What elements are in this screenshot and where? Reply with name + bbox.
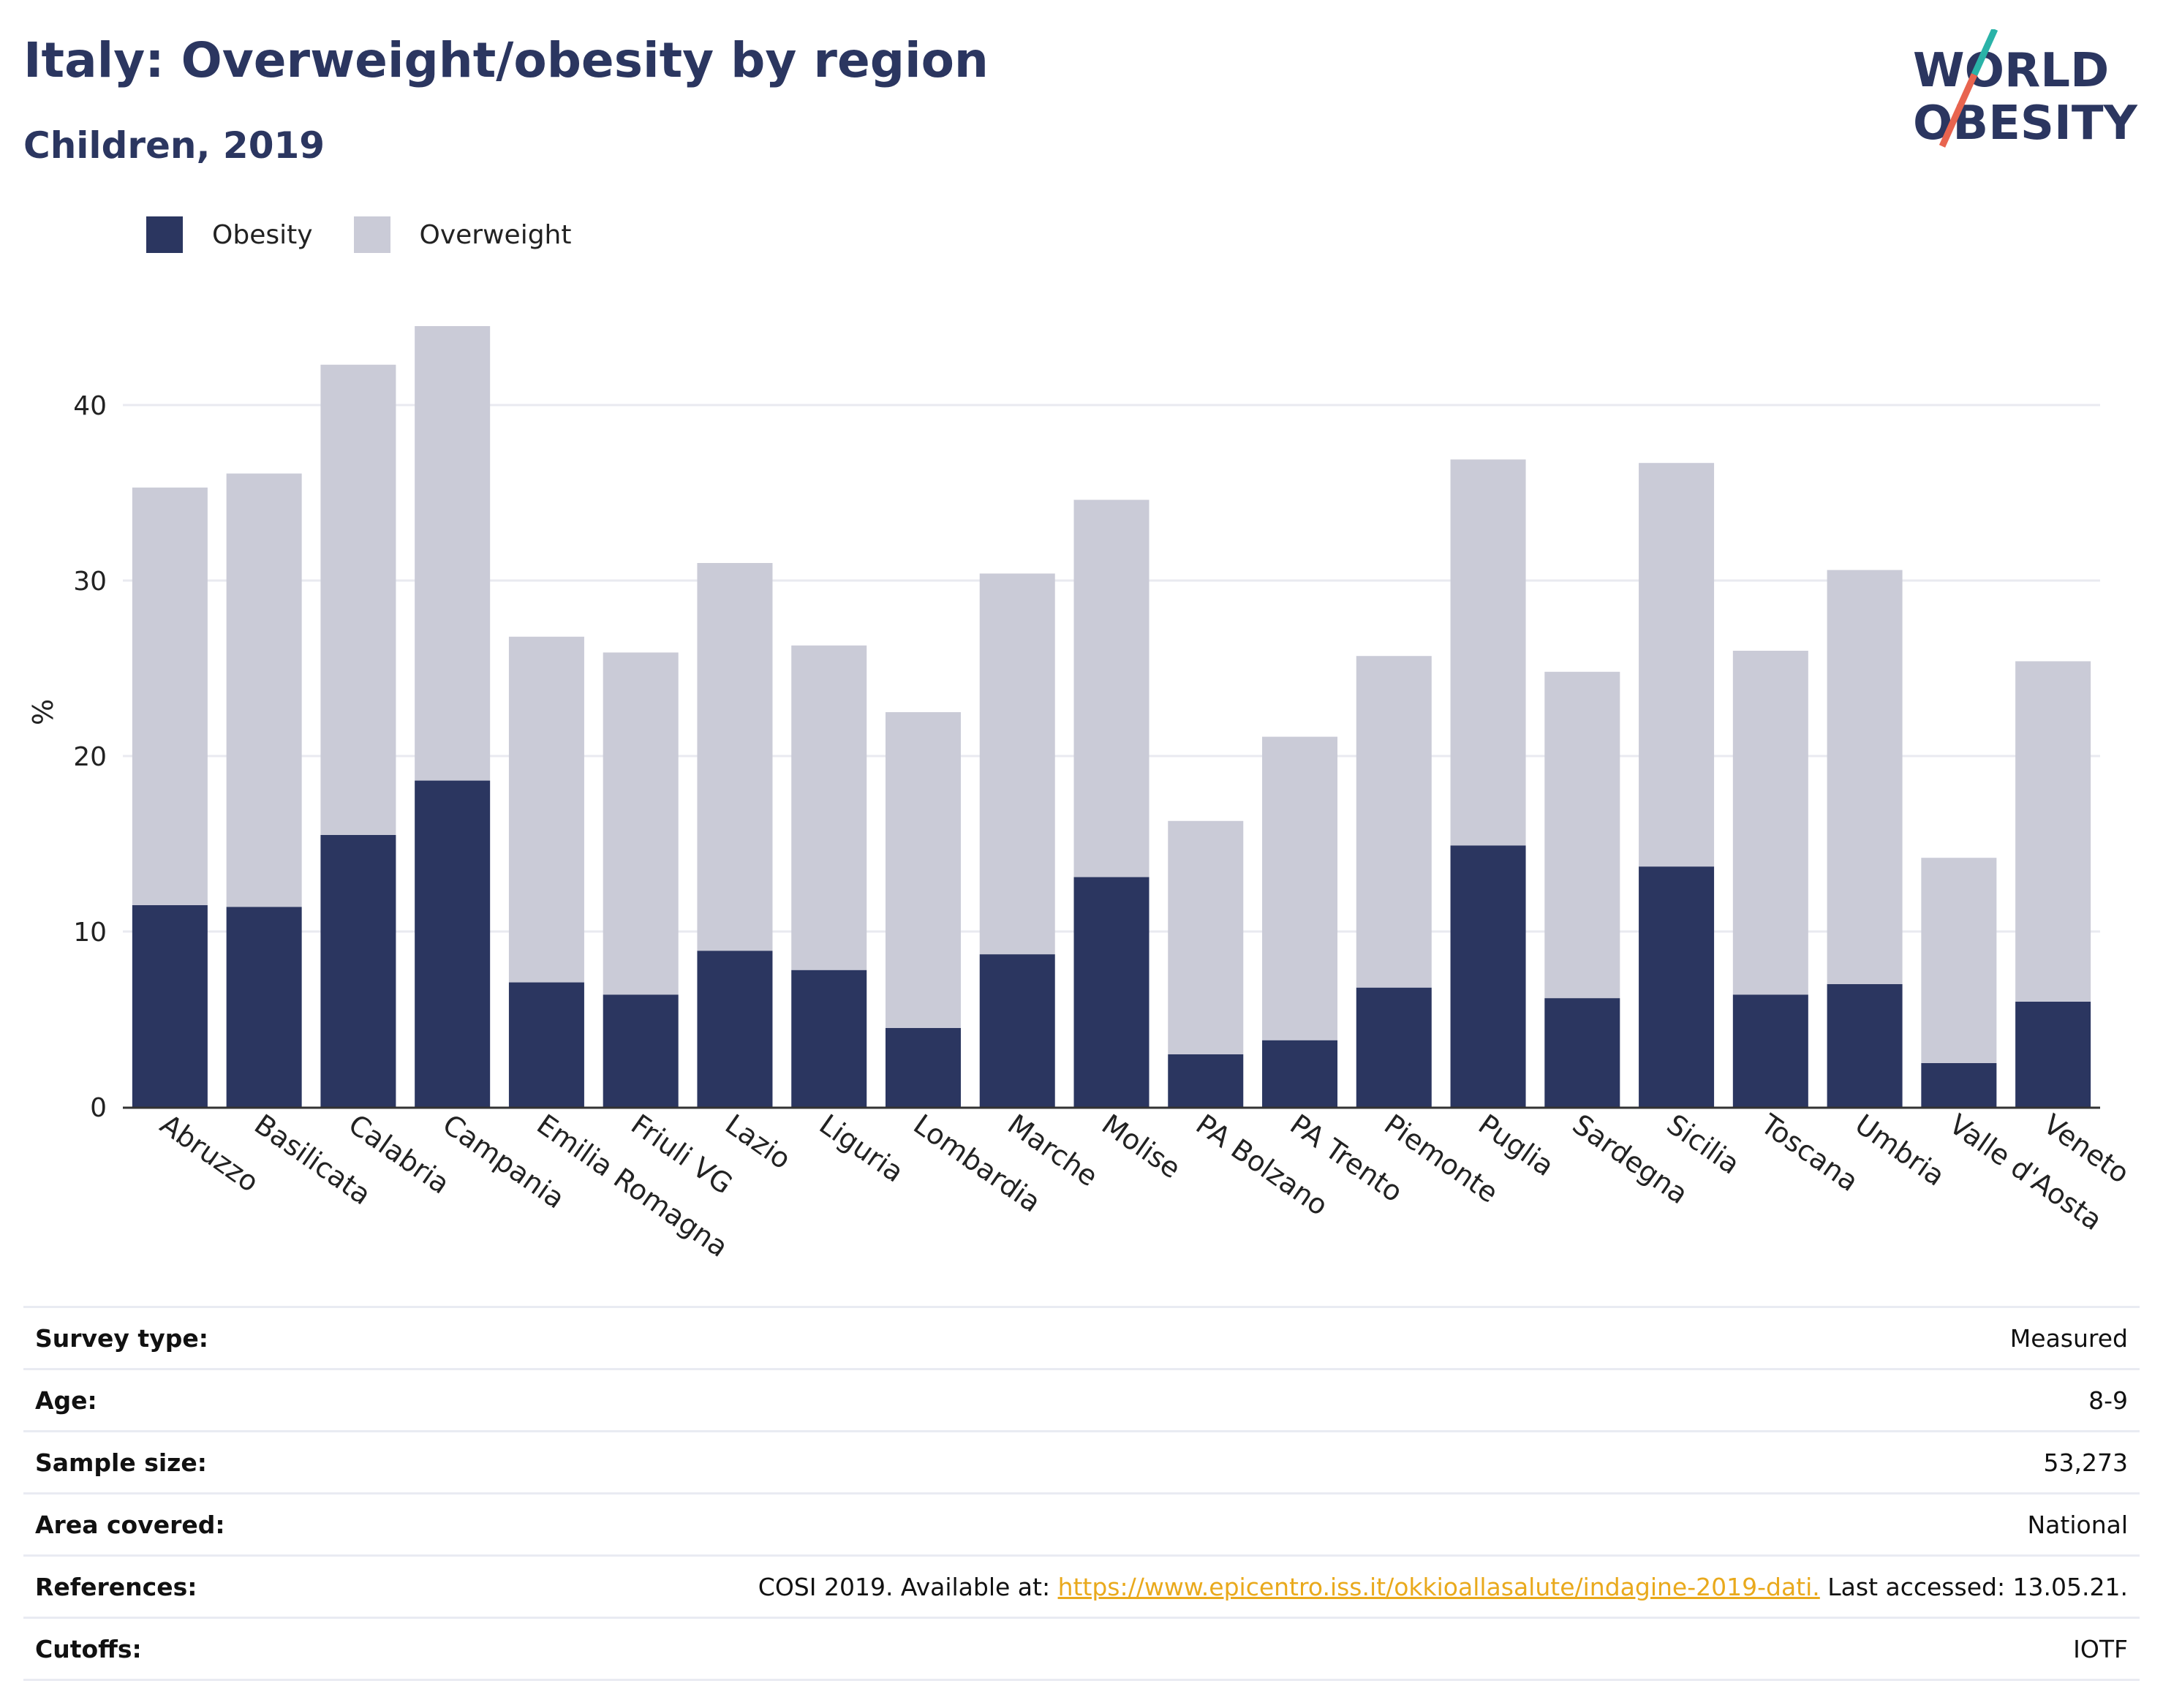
bar-overweight xyxy=(132,487,208,905)
bar-obesity xyxy=(1262,1040,1338,1107)
bar-overweight xyxy=(885,712,961,1028)
bar-obesity xyxy=(1639,866,1715,1107)
bar-overweight xyxy=(603,652,679,995)
legend-label-obesity: Obesity xyxy=(212,219,313,250)
reference-prefix: COSI 2019. Available at: xyxy=(758,1572,1058,1601)
bar-obesity xyxy=(132,905,208,1107)
chart-subtitle: Children, 2019 xyxy=(23,124,325,167)
legend-item-overweight: Overweight xyxy=(353,216,572,253)
x-tick-label: Abruzzo xyxy=(154,1108,265,1198)
x-tick-label: Lazio xyxy=(720,1108,797,1175)
bar-obesity xyxy=(1544,998,1620,1107)
bar-obesity xyxy=(979,954,1055,1107)
meta-value: 8-9 xyxy=(2088,1386,2128,1415)
bar-obesity xyxy=(1827,984,1903,1107)
bar-overweight xyxy=(791,645,867,970)
meta-value: National xyxy=(2027,1510,2128,1539)
meta-value: Measured xyxy=(2009,1323,2128,1353)
y-tick-label: 0 xyxy=(90,1093,107,1123)
meta-row-age: Age: 8-9 xyxy=(23,1368,2140,1430)
bar-overweight xyxy=(1073,499,1150,877)
meta-row-survey-type: Survey type: Measured xyxy=(23,1306,2140,1368)
meta-label: Age: xyxy=(35,1386,97,1415)
reference-suffix: Last accessed: 13.05.21. xyxy=(1819,1572,2128,1601)
bar-overweight xyxy=(2015,661,2091,1002)
bar-obesity xyxy=(1073,877,1150,1107)
bar-overweight xyxy=(697,563,773,951)
meta-value: 53,273 xyxy=(2043,1448,2128,1477)
logo-slash-coral xyxy=(1939,73,1978,148)
logo-slash-teal xyxy=(1971,29,1998,76)
bar-overweight xyxy=(1262,736,1338,1040)
bar-overweight xyxy=(1450,459,1526,846)
bar-overweight xyxy=(1827,570,1903,984)
bar-obesity xyxy=(1921,1063,1997,1107)
bar-obesity xyxy=(1356,987,1432,1107)
meta-row-cutoffs: Cutoffs: IOTF xyxy=(23,1617,2140,1681)
x-tick-label: Molise xyxy=(1096,1108,1187,1184)
reference-link[interactable]: https://www.epicentro.iss.it/okkioallasa… xyxy=(1057,1572,1820,1601)
bar-obesity xyxy=(1732,994,1808,1107)
bar-overweight xyxy=(1168,820,1244,1054)
meta-label: Sample size: xyxy=(35,1448,207,1477)
bar-overweight xyxy=(1356,656,1432,988)
meta-label: References: xyxy=(35,1572,197,1601)
bar-obesity xyxy=(885,1028,961,1107)
bar-overweight xyxy=(415,326,491,781)
y-tick-label: 20 xyxy=(73,742,107,772)
y-axis-label: % xyxy=(27,699,59,725)
meta-value: IOTF xyxy=(2073,1634,2128,1663)
bar-overweight xyxy=(226,473,302,907)
meta-label: Area covered: xyxy=(35,1510,225,1539)
bar-obesity xyxy=(1450,845,1526,1107)
bar-obesity xyxy=(415,780,491,1107)
meta-label: Survey type: xyxy=(35,1323,208,1353)
x-tick-label: Toscana xyxy=(1754,1108,1864,1198)
bar-obesity xyxy=(226,907,302,1107)
meta-label: Cutoffs: xyxy=(35,1634,142,1663)
chart-title: Italy: Overweight/obesity by region xyxy=(23,32,989,88)
meta-row-area-covered: Area covered: National xyxy=(23,1492,2140,1554)
bar-obesity xyxy=(603,994,679,1107)
bar-overweight xyxy=(320,364,396,835)
bar-obesity xyxy=(320,835,396,1107)
legend-swatch-obesity xyxy=(146,216,183,253)
bar-overweight xyxy=(1732,651,1808,995)
bar-obesity xyxy=(791,970,867,1107)
x-tick-label: Liguria xyxy=(814,1108,910,1188)
meta-row-sample-size: Sample size: 53,273 xyxy=(23,1430,2140,1492)
world-obesity-logo: WORLD OBESITY xyxy=(1913,29,2137,151)
bar-obesity xyxy=(2015,1002,2091,1107)
meta-value: COSI 2019. Available at: https://www.epi… xyxy=(758,1573,2140,1601)
legend-swatch-overweight xyxy=(353,216,390,253)
legend-label-overweight: Overweight xyxy=(419,219,572,250)
bar-overweight xyxy=(508,636,584,983)
y-tick-label: 30 xyxy=(73,567,107,597)
y-tick-label: 40 xyxy=(73,391,107,421)
bar-overweight xyxy=(1639,463,1715,867)
chart-legend: Obesity Overweight xyxy=(146,216,612,253)
bar-obesity xyxy=(1168,1054,1244,1107)
bar-obesity xyxy=(697,951,773,1107)
survey-info-table: Survey type: Measured Age: 8-9 Sample si… xyxy=(23,1306,2140,1681)
y-tick-label: 10 xyxy=(73,918,107,948)
meta-row-references: References: COSI 2019. Available at: htt… xyxy=(23,1554,2140,1617)
x-tick-label: Umbria xyxy=(1849,1108,1951,1192)
bar-obesity xyxy=(508,982,584,1107)
logo-line1: WORLD xyxy=(1913,44,2109,98)
bar-overweight xyxy=(979,573,1055,955)
bar-overweight xyxy=(1544,671,1620,999)
stacked-bar-chart: 010203040%AbruzzoBasilicataCalabriaCampa… xyxy=(27,326,2135,1263)
legend-item-obesity: Obesity xyxy=(146,216,313,253)
bar-overweight xyxy=(1921,858,1997,1063)
